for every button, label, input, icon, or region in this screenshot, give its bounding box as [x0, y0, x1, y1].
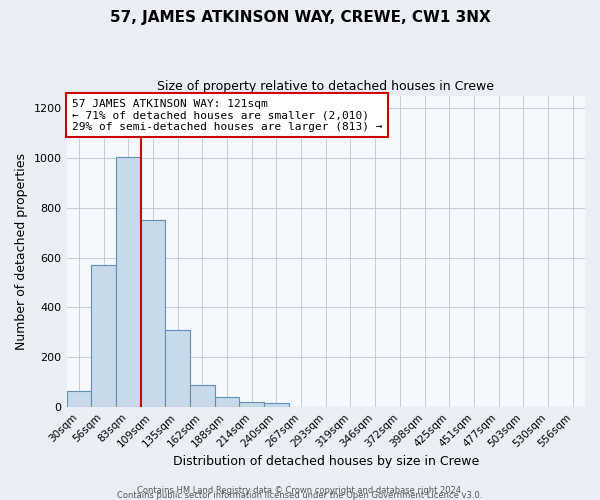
Text: Contains public sector information licensed under the Open Government Licence v3: Contains public sector information licen… — [118, 491, 482, 500]
Bar — [91, 265, 116, 407]
Bar — [264, 404, 289, 407]
Bar — [239, 402, 264, 407]
X-axis label: Distribution of detached houses by size in Crewe: Distribution of detached houses by size … — [173, 454, 479, 468]
Bar — [190, 385, 215, 407]
Bar — [67, 391, 91, 407]
Bar — [140, 220, 165, 407]
Title: Size of property relative to detached houses in Crewe: Size of property relative to detached ho… — [157, 80, 494, 93]
Text: 57 JAMES ATKINSON WAY: 121sqm
← 71% of detached houses are smaller (2,010)
29% o: 57 JAMES ATKINSON WAY: 121sqm ← 71% of d… — [72, 98, 382, 132]
Bar — [165, 330, 190, 407]
Text: Contains HM Land Registry data © Crown copyright and database right 2024.: Contains HM Land Registry data © Crown c… — [137, 486, 463, 495]
Y-axis label: Number of detached properties: Number of detached properties — [15, 153, 28, 350]
Bar — [215, 398, 239, 407]
Bar — [116, 156, 140, 407]
Text: 57, JAMES ATKINSON WAY, CREWE, CW1 3NX: 57, JAMES ATKINSON WAY, CREWE, CW1 3NX — [110, 10, 490, 25]
